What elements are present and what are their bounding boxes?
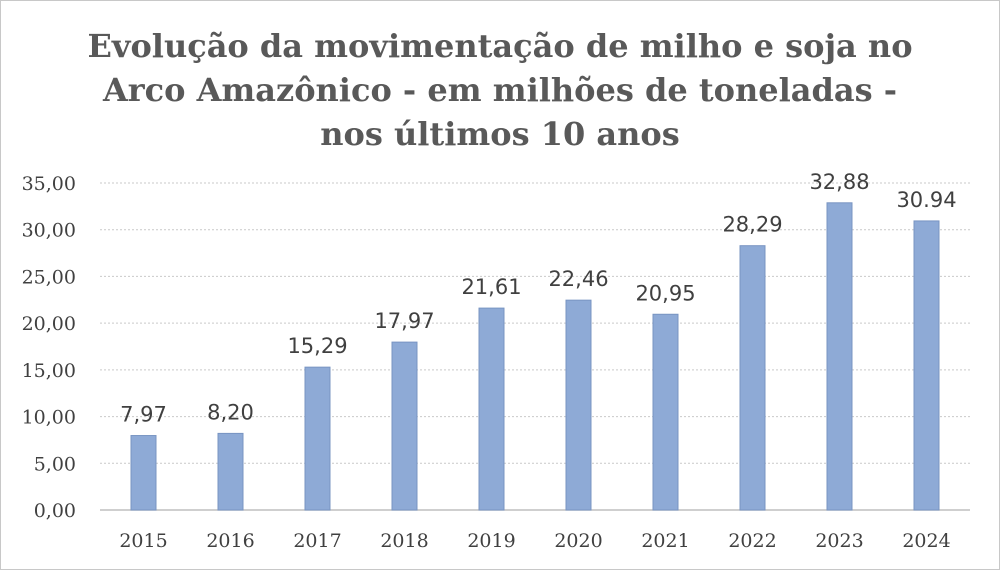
- bar: [304, 366, 331, 511]
- data-label: 17,97: [374, 309, 434, 333]
- chart-title-line-1: Evolução da movimentação de milho e soja…: [87, 27, 913, 65]
- y-tick-label: 25,00: [22, 266, 76, 288]
- x-tick-label: 2021: [641, 530, 689, 552]
- data-label: 28,29: [722, 213, 782, 237]
- x-tick-label: 2019: [467, 530, 515, 552]
- data-label: 32,88: [809, 170, 869, 194]
- bar: [652, 313, 679, 511]
- chart-title-line-3: nos últimos 10 anos: [320, 115, 680, 153]
- y-tick-label: 30,00: [22, 220, 76, 242]
- y-tick-label: 35,00: [22, 173, 76, 195]
- x-tick-label: 2022: [728, 530, 776, 552]
- y-tick-label: 15,00: [22, 360, 76, 382]
- y-tick-label: 10,00: [22, 407, 76, 429]
- chart-title-line-2: Arco Amazônico - em milhões de toneladas…: [102, 71, 898, 109]
- x-tick-label: 2020: [554, 530, 602, 552]
- data-label: 7,97: [120, 403, 167, 427]
- bar: [565, 299, 592, 511]
- data-label: 20,95: [635, 281, 695, 305]
- chart-title: Evolução da movimentação de milho e soja…: [0, 24, 1000, 156]
- x-tick-label: 2015: [119, 530, 167, 552]
- y-tick-label: 0,00: [34, 500, 76, 522]
- x-tick-label: 2024: [902, 530, 950, 552]
- bar: [913, 220, 940, 511]
- bar: [826, 202, 853, 511]
- bar: [739, 245, 766, 511]
- bar: [130, 435, 157, 511]
- x-tick-label: 2018: [380, 530, 428, 552]
- bar: [478, 307, 505, 511]
- data-label: 8,20: [207, 400, 254, 424]
- data-label: 15,29: [287, 334, 347, 358]
- bar: [217, 432, 244, 511]
- data-label: 22,46: [548, 267, 608, 291]
- bar: [391, 341, 418, 511]
- y-tick-label: 5,00: [34, 453, 76, 475]
- y-tick-label: 20,00: [22, 313, 76, 335]
- x-tick-label: 2023: [815, 530, 863, 552]
- x-tick-label: 2016: [206, 530, 254, 552]
- data-label: 21,61: [461, 275, 521, 299]
- data-label: 30.94: [896, 188, 956, 212]
- x-tick-label: 2017: [293, 530, 341, 552]
